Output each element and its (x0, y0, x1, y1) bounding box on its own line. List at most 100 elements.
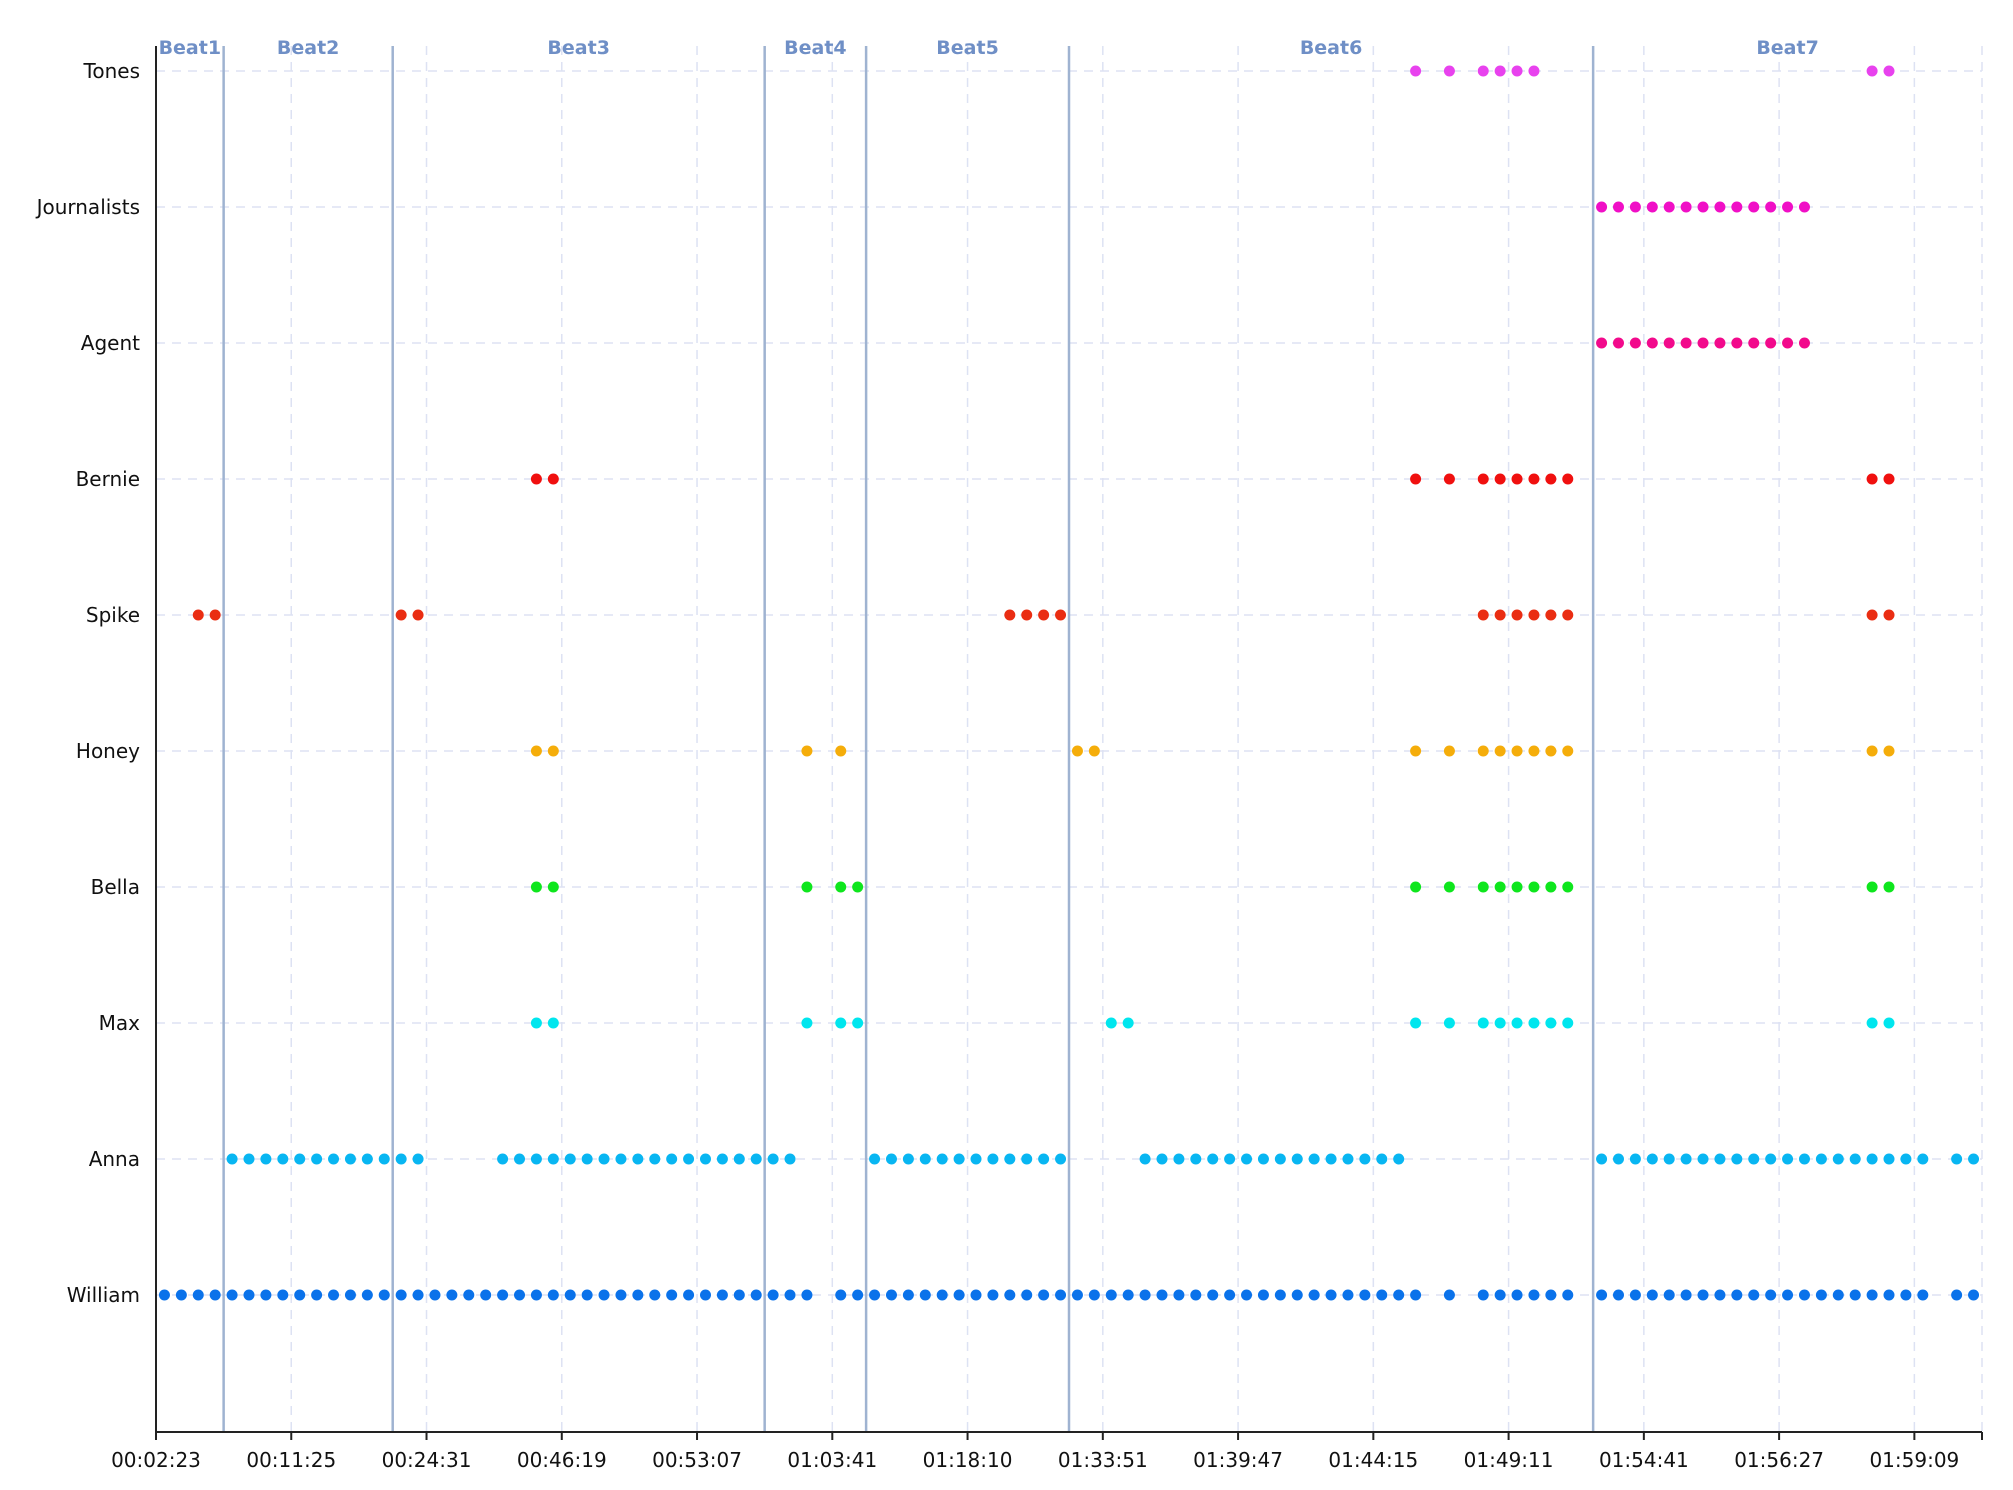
character-label: William (67, 1283, 140, 1307)
scene-point (1477, 1289, 1489, 1301)
scene-point (1511, 1017, 1523, 1029)
scene-point (1224, 1289, 1236, 1301)
scene-point (1494, 881, 1506, 893)
scene-point (733, 1153, 745, 1165)
scene-point (1748, 201, 1760, 213)
scene-point (852, 1017, 864, 1029)
scene-point (1021, 1153, 1033, 1165)
scene-point (1832, 1153, 1844, 1165)
scene-point (260, 1153, 272, 1165)
x-tick-label: 01:49:11 (1464, 1448, 1554, 1472)
scene-point (395, 1153, 407, 1165)
scene-point (750, 1153, 762, 1165)
scene-point (412, 609, 424, 621)
scene-point (970, 1289, 982, 1301)
scene-point (1038, 609, 1050, 621)
scene-point (1714, 1289, 1726, 1301)
scene-point (1883, 881, 1895, 893)
scene-point (1342, 1289, 1354, 1301)
scene-point (1680, 201, 1692, 213)
scene-point (581, 1289, 593, 1301)
scene-point (344, 1289, 356, 1301)
scene-point (1612, 1289, 1624, 1301)
scene-point (1798, 201, 1810, 213)
scene-point (1477, 881, 1489, 893)
scene-point (1004, 1289, 1016, 1301)
scene-point (226, 1289, 238, 1301)
scene-point (1139, 1153, 1151, 1165)
scene-point (1511, 881, 1523, 893)
scene-point (1951, 1153, 1963, 1165)
scene-point (530, 1289, 542, 1301)
scene-point (1680, 1289, 1692, 1301)
scene-point (1088, 1289, 1100, 1301)
scene-point (1443, 1289, 1455, 1301)
scene-point (361, 1289, 373, 1301)
scene-point (1562, 1289, 1574, 1301)
scene-point (1866, 1153, 1878, 1165)
scene-point (547, 1017, 559, 1029)
scene-point (869, 1153, 881, 1165)
scene-point (1274, 1289, 1286, 1301)
scene-point (1088, 745, 1100, 757)
scene-point (378, 1153, 390, 1165)
scene-point (1917, 1153, 1929, 1165)
character-labels: William Anna Max Bella Honey Spike Bernie Agent… (35, 59, 141, 1307)
scene-point (1562, 881, 1574, 893)
scene-point (1731, 1153, 1743, 1165)
scene-point (1038, 1289, 1050, 1301)
scene-point (260, 1289, 272, 1301)
scene-point (716, 1153, 728, 1165)
scene-point (1765, 1289, 1777, 1301)
scene-point (1866, 65, 1878, 77)
x-tick-label: 00:11:25 (246, 1448, 336, 1472)
scene-point (1494, 609, 1506, 621)
character-label: Max (99, 1011, 141, 1035)
scene-point (1410, 881, 1422, 893)
scene-point (209, 609, 221, 621)
scene-point (1545, 1289, 1557, 1301)
scene-point (835, 1017, 847, 1029)
scene-point (547, 1289, 559, 1301)
scene-point (1883, 1153, 1895, 1165)
scene-point (835, 881, 847, 893)
scene-point (547, 473, 559, 485)
character-label: Anna (89, 1147, 140, 1171)
scene-point (1224, 1153, 1236, 1165)
scene-point (1105, 1289, 1117, 1301)
scene-point (175, 1289, 187, 1301)
scene-point (1443, 473, 1455, 485)
scene-point (784, 1289, 796, 1301)
scene-point (1071, 1289, 1083, 1301)
scene-point (463, 1289, 475, 1301)
scene-point (1190, 1153, 1202, 1165)
scene-point (1748, 1153, 1760, 1165)
scene-point (294, 1153, 306, 1165)
scene-point (1274, 1153, 1286, 1165)
scene-point (1511, 745, 1523, 757)
scene-point (1596, 1289, 1608, 1301)
scene-point (395, 609, 407, 621)
scene-point (1156, 1153, 1168, 1165)
scene-point (649, 1289, 661, 1301)
scene-point (1765, 1153, 1777, 1165)
scene-point (1798, 337, 1810, 349)
scene-point (1900, 1153, 1912, 1165)
scene-point (1528, 609, 1540, 621)
scene-point (1562, 1017, 1574, 1029)
beat-label: Beat4 (784, 37, 847, 59)
beat-label: Beat6 (1300, 37, 1363, 59)
scene-point (1968, 1289, 1980, 1301)
scene-point (1055, 1289, 1067, 1301)
scene-point (1612, 337, 1624, 349)
scene-point (953, 1289, 965, 1301)
beat-label: Beat3 (547, 37, 610, 59)
x-tick-label: 01:33:51 (1058, 1448, 1148, 1472)
x-tick-label: 01:44:15 (1328, 1448, 1418, 1472)
scene-point (683, 1153, 695, 1165)
scene-point (1849, 1153, 1861, 1165)
scene-point (615, 1289, 627, 1301)
scene-point (446, 1289, 458, 1301)
scene-point (1866, 745, 1878, 757)
